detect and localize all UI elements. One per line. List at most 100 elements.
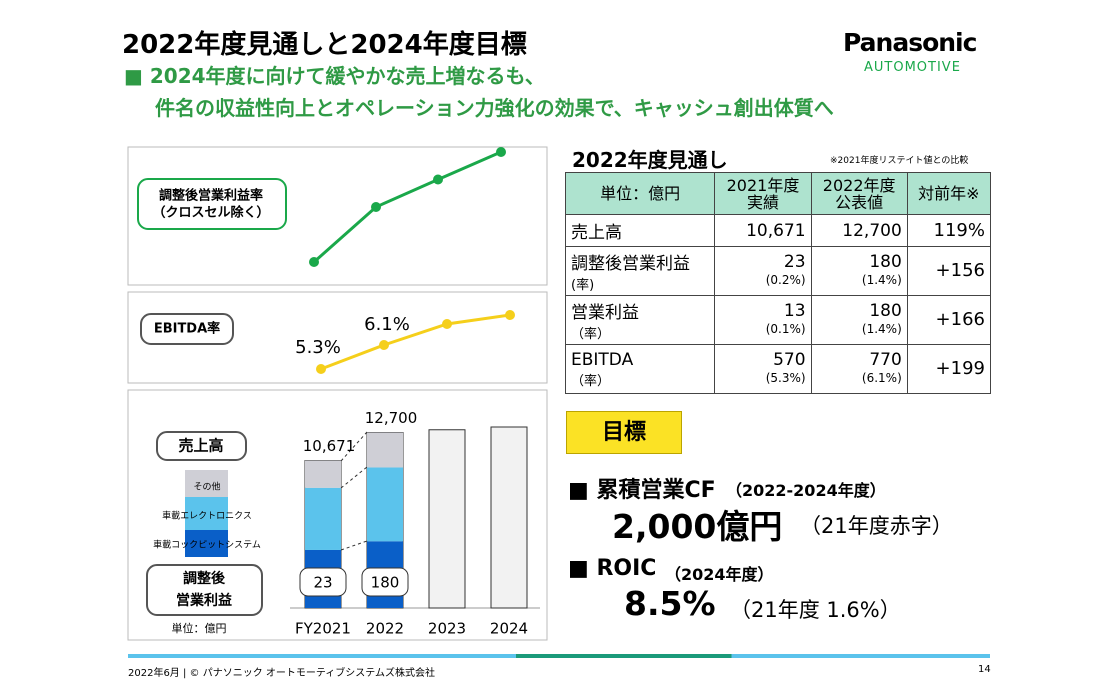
point	[379, 340, 389, 350]
cell-text: 営業利益	[571, 303, 639, 323]
cell-sub: (0.1%)	[765, 322, 806, 336]
cell: 10,671	[714, 214, 812, 247]
legend-label: 車載コックピットシステム	[153, 539, 261, 551]
footer-text: 2022年6月 | © パナソニック オートモーティブシステムズ株式会社	[128, 668, 435, 679]
point	[496, 147, 506, 157]
connector	[340, 431, 368, 462]
cell: 119%	[906, 214, 992, 247]
panel	[127, 146, 548, 286]
target-value: 2,000億円	[612, 507, 783, 546]
point	[433, 174, 443, 185]
table-heading: 2022年度見通し	[572, 148, 728, 172]
cell-text: 23	[783, 252, 806, 272]
cell-sub: (率)	[571, 278, 595, 293]
cell: 23 (0.2%)	[714, 246, 812, 296]
table-row: 売上高 10,671 12,700 119%	[564, 214, 992, 247]
cell: 180 (1.4%)	[810, 246, 908, 296]
cell: 12,700	[810, 214, 908, 247]
table-row: 調整後営業利益 (率) 23 (0.2%) 180 (1.4%) +156	[564, 246, 992, 296]
cell: +156	[906, 246, 992, 296]
cell-text: 調整後営業利益	[571, 254, 690, 274]
header-text: 2021年度	[726, 175, 800, 195]
x-tick-label: 2022	[366, 620, 404, 638]
row-label: 調整後営業利益 (率)	[564, 246, 716, 296]
target-heading: 目標	[566, 411, 682, 454]
bar-segment	[305, 460, 341, 488]
x-tick-label: 2024	[490, 620, 528, 638]
bar-segment	[305, 487, 341, 550]
line	[320, 313, 511, 371]
label-box	[146, 564, 263, 616]
logo-sub: AUTOMOTIVE	[864, 60, 961, 75]
connector	[340, 466, 368, 489]
charts: 調整後営業利益率（クロスセル除く） EBITDA率 5.3% 6.1% 売上高調整後営業…	[127, 146, 548, 641]
target-period: （2024年度）	[665, 565, 774, 584]
cell: 770 (6.1%)	[810, 344, 908, 394]
target-value: 8.5%	[624, 584, 716, 623]
cell-text: 売上高	[571, 223, 622, 243]
footer-bar	[128, 654, 990, 658]
cell-text: 13	[783, 301, 806, 321]
table-header: 対前年※	[906, 172, 992, 215]
row-label: 売上高	[564, 214, 716, 247]
cell-text: 770	[869, 350, 902, 370]
cell-sub: (1.4%)	[861, 273, 902, 287]
chart-label: 営業利益	[176, 592, 232, 609]
header-text: 実績	[746, 192, 779, 212]
target-note: （21年度赤字）	[800, 514, 953, 538]
header-text: 2022年度	[822, 175, 896, 195]
table-row: 営業利益 （率） 13 (0.1%) 180 (1.4%) +166	[564, 295, 992, 345]
cell-sub: （率）	[571, 327, 611, 342]
cell: 570 (5.3%)	[714, 344, 812, 394]
panel	[127, 291, 548, 384]
target-period: （2022-2024年度）	[726, 481, 886, 500]
table-header: 2021年度 実績	[714, 172, 812, 215]
row-label: 営業利益 （率）	[564, 295, 716, 345]
chart-label: （クロスセル除く）	[152, 205, 269, 221]
cell: +166	[906, 295, 992, 345]
cell-text: EBITDA	[571, 349, 634, 370]
subtitle: ■ 2024年度に向けて緩やかな売上増なるも、	[124, 64, 545, 88]
chart-label: 調整後	[183, 570, 226, 587]
bar-segment	[367, 432, 403, 468]
header-text: 単位：億円	[600, 184, 681, 203]
point	[442, 319, 452, 329]
total-label: 12,700	[365, 409, 418, 427]
target-label: ■ 累積営業CF	[568, 478, 716, 503]
cell: 180 (1.4%)	[810, 295, 908, 345]
chart-label: EBITDA率	[154, 321, 220, 337]
profit-box	[299, 567, 347, 597]
cell-text: 10,671	[746, 220, 806, 241]
value-label: 6.1%	[364, 314, 410, 335]
table-header: 2022年度 公表値	[810, 172, 908, 215]
cell-sub: (0.2%)	[765, 273, 806, 287]
subtitle: 件名の収益性向上とオペレーション力強化の効果で、キャッシュ創出体質へ	[155, 96, 834, 120]
header-text: 公表値	[835, 192, 884, 212]
table: 単位：億円 2021年度 実績 2022年度 公表値 対前年※ 売上高 10,671 12,70…	[564, 172, 992, 394]
header-text: 対前年※	[918, 184, 980, 203]
cell-sub: （率）	[571, 373, 611, 389]
label-box	[140, 313, 234, 345]
total-bar	[490, 426, 528, 609]
profit-value: 180	[371, 574, 400, 592]
connector	[340, 540, 368, 551]
legend-label: 車載エレクトロニクス	[162, 510, 252, 522]
total-bar	[428, 429, 466, 609]
cell-text: 570	[773, 350, 806, 370]
cell-sub: (1.4%)	[861, 322, 902, 336]
legend-swatch	[185, 470, 228, 497]
label-box	[137, 178, 287, 230]
page-number: 14	[978, 664, 991, 675]
legend-label: その他	[193, 481, 220, 493]
target-label: ■ ROIC	[568, 556, 657, 581]
legend-swatch	[185, 530, 228, 557]
profit-box	[361, 567, 409, 597]
cell: +199	[906, 344, 992, 394]
profit-value: 23	[313, 574, 332, 592]
cell-text: 180	[869, 252, 902, 272]
x-tick-label: 2023	[428, 620, 466, 638]
chart-label: 調整後営業利益率	[159, 188, 263, 204]
cell-sub: (5.3%)	[765, 371, 806, 385]
logo: Panasonic	[843, 28, 977, 57]
